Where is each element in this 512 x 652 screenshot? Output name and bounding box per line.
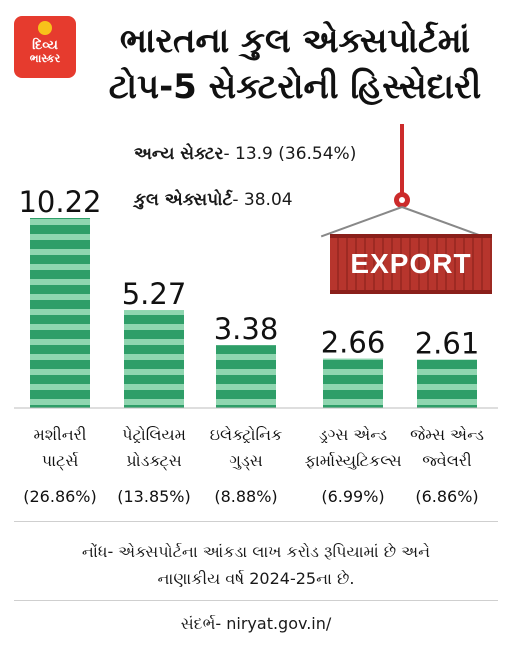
- source-credit: સંદર્ભ- niryat.gov.in/: [180, 614, 332, 633]
- export-container-icon: EXPORT: [330, 234, 492, 294]
- category-label-5-line-2: જ્વેલરી: [422, 451, 471, 470]
- other-sectors-note: અન્ય સેક્ટર- 13.9 (36.54%): [134, 144, 356, 164]
- share-label-2: (13.85%): [117, 487, 191, 506]
- footnote-line-1: નોંધ- એક્સપોર્ટના આંકડા લાખ કરોડ રૂપિયામ…: [81, 542, 431, 561]
- divider-bottom: [14, 600, 498, 601]
- sun-icon: [38, 21, 52, 35]
- footnote-line-2: નાણાકીય વર્ષ 2024-25ના છે.: [157, 569, 355, 588]
- bar-value-label-4: 2.66: [321, 326, 386, 360]
- bar-value-label-3: 3.38: [214, 312, 279, 346]
- category-label-4-line-1: ડ્રગ્સ એન્ડ: [319, 425, 387, 445]
- bar-value-label-2: 5.27: [122, 277, 187, 311]
- brand-logo: દિવ્ય ભાસ્કર: [14, 16, 76, 78]
- bar-3: [216, 345, 276, 408]
- total-export-value: - 38.04: [232, 190, 293, 210]
- total-export-note: કુલ એક્સપોર્ટ- 38.04: [134, 190, 293, 210]
- share-label-1: (26.86%): [23, 487, 97, 506]
- container-label: EXPORT: [350, 248, 472, 279]
- category-label-3-line-2: ગુડ્સ: [229, 451, 262, 471]
- share-label-4: (6.99%): [321, 487, 384, 506]
- bar-chart: 10.22 મશીનરી પાર્ટ્સ (26.86%) 5.27 પેટ્રોલિયમ…: [14, 185, 498, 506]
- title-line-1: ભારતના કુલ એક્સપોર્ટમાં: [119, 21, 471, 61]
- category-label-3-line-1: ઇલેક્ટ્રોનિક: [210, 425, 283, 445]
- crane-rope: [400, 124, 404, 194]
- other-sectors-label: અન્ય સેક્ટર: [134, 144, 224, 164]
- title-line-2: ટોપ-5 સેક્ટરોની હિસ્સેદારી: [108, 67, 482, 107]
- share-label-5: (6.86%): [415, 487, 478, 506]
- category-label-1-line-2: પાર્ટ્સ: [42, 451, 79, 471]
- footnote: નોંધ- એક્સપોર્ટના આંકડા લાખ કરોડ રૂપિયામ…: [0, 538, 512, 592]
- category-label-4-line-2: ફાર્માસ્યુટિકલ્સ: [304, 451, 401, 470]
- total-export-label: કુલ એક્સપોર્ટ: [134, 190, 233, 210]
- logo-line-1: દિવ્ય: [32, 38, 58, 54]
- category-label-2-line-1: પેટ્રોલિયમ: [122, 425, 186, 445]
- bar-5: [417, 359, 477, 408]
- bar-value-label-1: 10.22: [18, 185, 101, 219]
- page-title: ભારતના કુલ એક્સપોર્ટમાં ટોપ-5 સેક્ટરોની …: [90, 18, 500, 110]
- bar-4: [323, 358, 383, 408]
- divider-top: [14, 521, 498, 522]
- other-sectors-value: - 13.9 (36.54%): [223, 144, 357, 164]
- logo-line-2: ભાસ્કર: [29, 52, 61, 66]
- bar-1: [30, 218, 90, 408]
- category-label-5-line-1: જેમ્સ એન્ડ: [410, 425, 484, 444]
- share-label-3: (8.88%): [214, 487, 277, 506]
- bar-value-label-5: 2.61: [415, 326, 480, 360]
- bar-2: [124, 310, 184, 408]
- category-label-2-line-2: પ્રોડક્ટ્સ: [126, 451, 182, 471]
- category-label-1-line-1: મશીનરી: [34, 425, 87, 444]
